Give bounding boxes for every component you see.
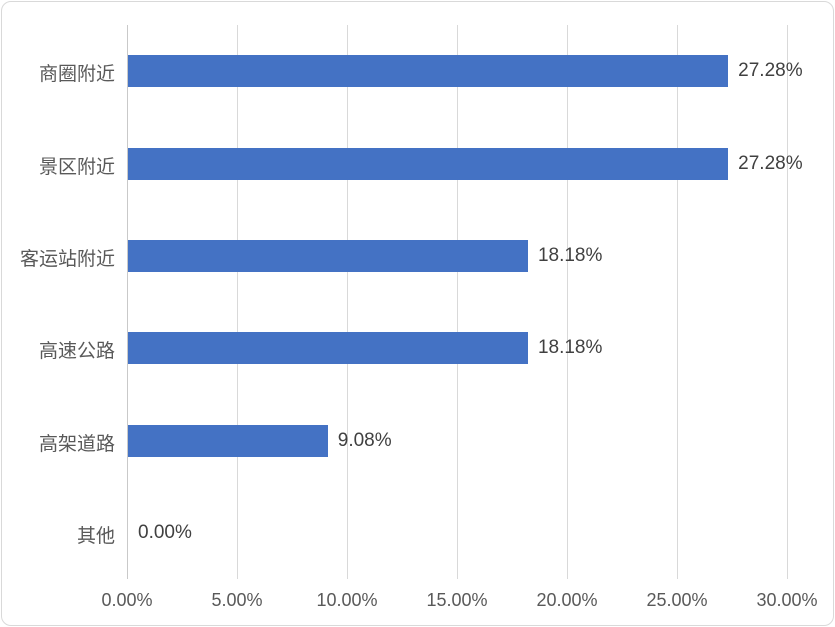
x-tick-label: 10.00%: [316, 590, 378, 610]
gridline: [787, 25, 788, 579]
value-axis-line: [127, 25, 128, 579]
value-axis-tick-labels: 0.00% 5.00% 10.00% 15.00% 20.00% 25.00% 30.00%: [2, 590, 835, 616]
data-label: 27.28%: [738, 152, 803, 174]
category-label: 其他: [76, 525, 115, 547]
x-tick-label: 20.00%: [536, 590, 598, 610]
bar-4: [128, 424, 328, 457]
gridline: [347, 25, 348, 579]
data-label: 9.08%: [337, 429, 392, 451]
bar-2: [128, 239, 528, 272]
category-axis-labels: 商圈附近景区附近客运站附近高速公路高架道路其他: [2, 25, 115, 579]
x-tick-label: 25.00%: [646, 590, 708, 610]
category-label: 高架道路: [38, 433, 115, 455]
gridline: [457, 25, 458, 579]
category-label: 客运站附近: [19, 248, 115, 270]
bar-1: [128, 147, 729, 180]
x-tick-label: 5.00%: [211, 590, 263, 610]
data-label: 18.18%: [537, 337, 603, 359]
data-label: 27.28%: [738, 60, 803, 82]
category-label: 商圈附近: [38, 64, 115, 86]
plot-area: 27.28% 27.28% 18.18% 18.18% 9.08% 0.00%: [127, 25, 803, 579]
gridline: [677, 25, 678, 579]
x-tick-label: 30.00%: [756, 590, 818, 610]
bar-0: [128, 55, 729, 88]
category-label: 高速公路: [38, 341, 115, 363]
data-label: 0.00%: [138, 521, 192, 543]
gridline: [237, 25, 238, 579]
category-label: 景区附近: [38, 156, 115, 178]
gridline: [567, 25, 568, 579]
data-label: 18.18%: [537, 244, 603, 266]
bar-3: [128, 332, 528, 365]
x-tick-label: 15.00%: [426, 590, 488, 610]
x-tick-label: 0.00%: [101, 590, 153, 610]
